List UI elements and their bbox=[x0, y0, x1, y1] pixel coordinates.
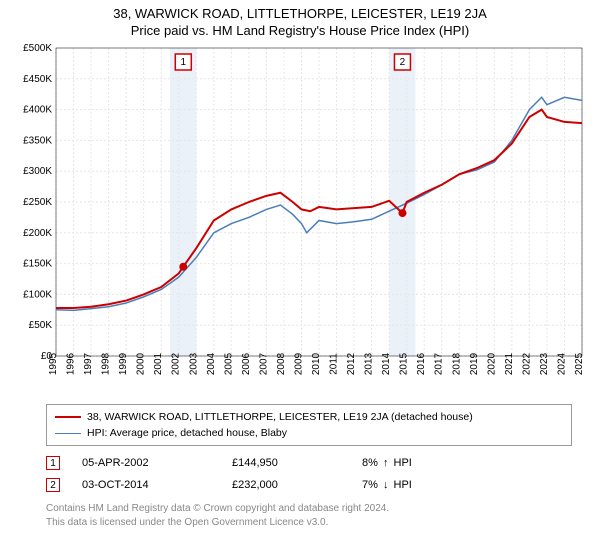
svg-text:£150K: £150K bbox=[23, 259, 52, 270]
legend-row-hpi: HPI: Average price, detached house, Blab… bbox=[55, 425, 563, 441]
sales-row: 1 05-APR-2002£144,9508% ↑ HPI bbox=[46, 452, 572, 474]
page-title: 38, WARWICK ROAD, LITTLETHORPE, LEICESTE… bbox=[0, 6, 600, 21]
chart-svg: £0£50K£100K£150K£200K£250K£300K£350K£400… bbox=[10, 44, 590, 394]
attribution-line2: This data is licensed under the Open Gov… bbox=[46, 516, 572, 530]
sale-delta: 8% ↑ HPI bbox=[362, 457, 482, 469]
svg-text:£350K: £350K bbox=[23, 135, 52, 146]
svg-text:£200K: £200K bbox=[23, 228, 52, 239]
sale-marker-box: 1 bbox=[46, 456, 60, 470]
svg-text:£250K: £250K bbox=[23, 197, 52, 208]
legend-label-hpi: HPI: Average price, detached house, Blab… bbox=[87, 427, 287, 439]
sale-date: 03-OCT-2014 bbox=[82, 479, 232, 491]
svg-text:1: 1 bbox=[181, 57, 187, 68]
sale-date: 05-APR-2002 bbox=[82, 457, 232, 469]
attribution: Contains HM Land Registry data © Crown c… bbox=[46, 502, 572, 529]
price-chart: £0£50K£100K£150K£200K£250K£300K£350K£400… bbox=[10, 44, 590, 394]
swatch-hpi bbox=[55, 433, 81, 434]
sale-price: £232,000 bbox=[232, 479, 362, 491]
legend: 38, WARWICK ROAD, LITTLETHORPE, LEICESTE… bbox=[46, 404, 572, 446]
legend-row-property: 38, WARWICK ROAD, LITTLETHORPE, LEICESTE… bbox=[55, 409, 563, 425]
svg-text:2: 2 bbox=[400, 57, 406, 68]
page-subtitle: Price paid vs. HM Land Registry's House … bbox=[0, 23, 600, 38]
svg-text:£100K: £100K bbox=[23, 289, 52, 300]
swatch-property bbox=[55, 416, 81, 418]
svg-text:£450K: £450K bbox=[23, 74, 52, 85]
sales-row: 2 03-OCT-2014£232,0007% ↓ HPI bbox=[46, 474, 572, 496]
attribution-line1: Contains HM Land Registry data © Crown c… bbox=[46, 502, 572, 516]
sale-marker-box: 2 bbox=[46, 478, 60, 492]
sale-delta: 7% ↓ HPI bbox=[362, 479, 482, 491]
svg-text:£300K: £300K bbox=[23, 166, 52, 177]
svg-text:£500K: £500K bbox=[23, 44, 52, 54]
svg-text:£400K: £400K bbox=[23, 105, 52, 116]
sale-price: £144,950 bbox=[232, 457, 362, 469]
sales-table: 1 05-APR-2002£144,9508% ↑ HPI 2 03-OCT-2014… bbox=[46, 452, 572, 496]
legend-label-property: 38, WARWICK ROAD, LITTLETHORPE, LEICESTE… bbox=[87, 411, 473, 423]
svg-text:£50K: £50K bbox=[29, 320, 53, 331]
